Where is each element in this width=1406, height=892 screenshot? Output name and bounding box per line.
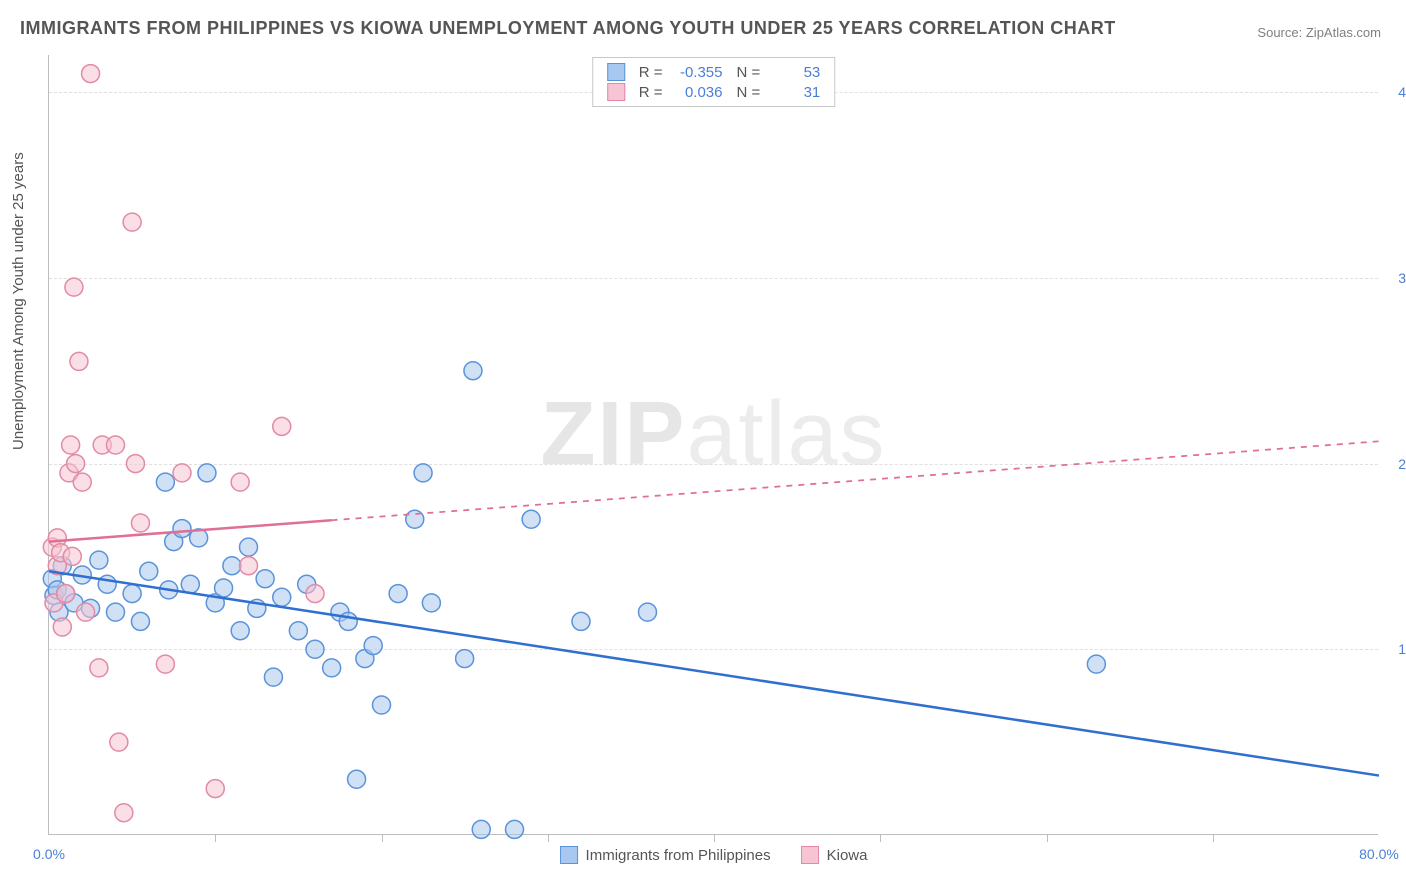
data-point xyxy=(131,612,149,630)
data-point xyxy=(364,637,382,655)
data-point xyxy=(289,622,307,640)
regression-line-extrapolated xyxy=(332,441,1379,520)
data-point xyxy=(53,618,71,636)
chart-title: IMMIGRANTS FROM PHILIPPINES VS KIOWA UNE… xyxy=(20,18,1116,39)
data-point xyxy=(98,575,116,593)
data-point xyxy=(306,585,324,603)
r-value-1: 0.036 xyxy=(673,84,723,101)
data-point xyxy=(389,585,407,603)
source-link[interactable]: ZipAtlas.com xyxy=(1306,25,1381,40)
data-point xyxy=(156,655,174,673)
n-label-0: N = xyxy=(737,64,761,81)
data-point xyxy=(90,551,108,569)
data-point xyxy=(231,622,249,640)
data-point xyxy=(414,464,432,482)
data-point xyxy=(572,612,590,630)
data-point xyxy=(639,603,657,621)
data-point xyxy=(62,436,80,454)
r-label-1: R = xyxy=(639,84,663,101)
data-point xyxy=(57,585,75,603)
data-point xyxy=(73,473,91,491)
stats-legend: R = -0.355 N = 53 R = 0.036 N = 31 xyxy=(592,57,836,107)
data-point xyxy=(273,417,291,435)
data-point xyxy=(77,603,95,621)
data-point xyxy=(348,770,366,788)
data-point xyxy=(90,659,108,677)
data-point xyxy=(126,455,144,473)
data-point xyxy=(156,473,174,491)
data-point xyxy=(231,473,249,491)
data-point xyxy=(456,650,474,668)
data-point xyxy=(173,520,191,538)
legend-swatch-1 xyxy=(801,846,819,864)
data-point xyxy=(206,780,224,798)
source-label: Source: xyxy=(1257,25,1302,40)
data-point xyxy=(240,557,258,575)
x-tick-label: 80.0% xyxy=(1359,846,1399,862)
y-tick-label: 30.0% xyxy=(1383,270,1406,286)
data-point xyxy=(82,65,100,83)
data-point xyxy=(506,820,524,838)
data-point xyxy=(223,557,241,575)
data-point xyxy=(306,640,324,658)
data-point xyxy=(107,436,125,454)
data-point xyxy=(472,820,490,838)
data-point xyxy=(131,514,149,532)
y-tick-label: 20.0% xyxy=(1383,456,1406,472)
y-axis-label: Unemployment Among Youth under 25 years xyxy=(10,152,27,450)
data-point xyxy=(110,733,128,751)
x-tick-label: 0.0% xyxy=(33,846,65,862)
n-value-1: 31 xyxy=(770,84,820,101)
data-point xyxy=(264,668,282,686)
data-point xyxy=(70,352,88,370)
legend-item-0: Immigrants from Philippines xyxy=(560,846,771,864)
y-tick-label: 40.0% xyxy=(1383,84,1406,100)
source-attribution: Source: ZipAtlas.com xyxy=(1257,25,1381,40)
scatter-svg xyxy=(49,55,1378,834)
data-point xyxy=(65,278,83,296)
data-point xyxy=(422,594,440,612)
data-point xyxy=(198,464,216,482)
data-point xyxy=(1087,655,1105,673)
legend-item-1: Kiowa xyxy=(801,846,868,864)
data-point xyxy=(215,579,233,597)
chart-plot-area: ZIPatlas 10.0%20.0%30.0%40.0% 0.0%80.0% … xyxy=(48,55,1378,835)
n-label-1: N = xyxy=(737,84,761,101)
data-point xyxy=(63,547,81,565)
data-point xyxy=(323,659,341,677)
data-point xyxy=(273,588,291,606)
n-value-0: 53 xyxy=(770,64,820,81)
regression-line xyxy=(49,571,1379,775)
legend-swatch-0 xyxy=(560,846,578,864)
data-point xyxy=(123,585,141,603)
stats-row-series-1: R = 0.036 N = 31 xyxy=(607,82,821,102)
swatch-series-1 xyxy=(607,83,625,101)
data-point xyxy=(240,538,258,556)
series-legend: Immigrants from Philippines Kiowa xyxy=(560,846,868,864)
data-point xyxy=(140,562,158,580)
y-tick-label: 10.0% xyxy=(1383,641,1406,657)
data-point xyxy=(67,455,85,473)
data-point xyxy=(107,603,125,621)
legend-label-1: Kiowa xyxy=(827,847,868,864)
data-point xyxy=(123,213,141,231)
data-point xyxy=(115,804,133,822)
data-point xyxy=(173,464,191,482)
data-point xyxy=(464,362,482,380)
swatch-series-0 xyxy=(607,63,625,81)
legend-label-0: Immigrants from Philippines xyxy=(586,847,771,864)
data-point xyxy=(373,696,391,714)
stats-row-series-0: R = -0.355 N = 53 xyxy=(607,62,821,82)
r-label-0: R = xyxy=(639,64,663,81)
data-point xyxy=(522,510,540,528)
data-point xyxy=(256,570,274,588)
data-point xyxy=(181,575,199,593)
r-value-0: -0.355 xyxy=(673,64,723,81)
